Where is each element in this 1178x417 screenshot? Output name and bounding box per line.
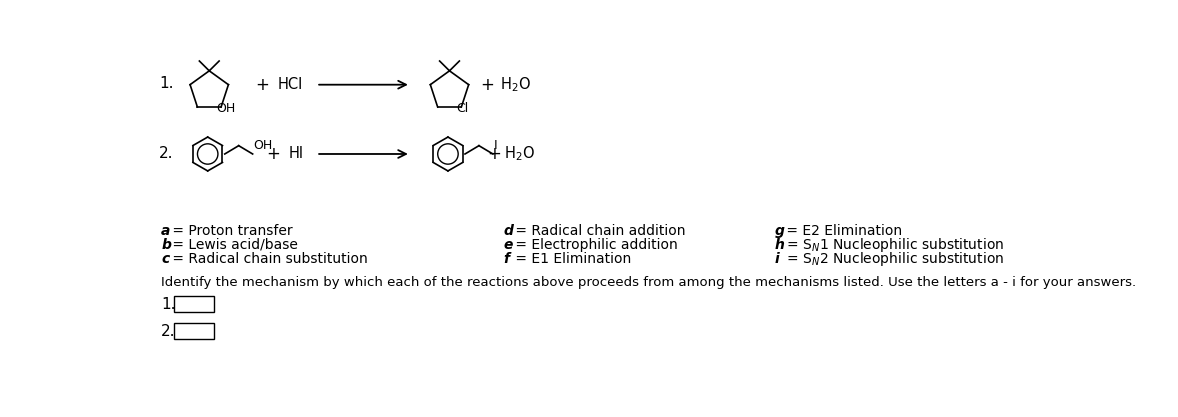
Text: = Lewis acid/base: = Lewis acid/base	[168, 238, 298, 252]
Text: H$_2$O: H$_2$O	[504, 145, 535, 163]
Text: h: h	[775, 238, 785, 252]
Text: = Radical chain addition: = Radical chain addition	[511, 224, 686, 238]
Text: 1.: 1.	[159, 75, 173, 90]
Text: a: a	[161, 224, 171, 238]
Text: b: b	[161, 238, 171, 252]
Text: g: g	[775, 224, 785, 238]
Text: d: d	[504, 224, 514, 238]
Text: i: i	[775, 252, 780, 266]
Text: OH: OH	[217, 102, 236, 115]
Text: 1.: 1.	[161, 296, 176, 311]
Text: 2.: 2.	[161, 324, 176, 339]
Bar	[173, 296, 214, 312]
Text: = S$_{N}$2 Nucleophilic substitution: = S$_{N}$2 Nucleophilic substitution	[782, 250, 1004, 268]
Text: = E2 Elimination: = E2 Elimination	[782, 224, 902, 238]
Text: 2.: 2.	[159, 146, 173, 161]
Bar	[173, 324, 214, 339]
Text: Cl: Cl	[457, 102, 469, 115]
Text: = E1 Elimination: = E1 Elimination	[511, 252, 631, 266]
Text: Identify the mechanism by which each of the reactions above proceeds from among : Identify the mechanism by which each of …	[161, 276, 1137, 289]
Text: HI: HI	[289, 146, 304, 161]
Text: = Radical chain substitution: = Radical chain substitution	[168, 252, 368, 266]
Text: = Electrophilic addition: = Electrophilic addition	[511, 238, 677, 252]
Text: +: +	[254, 76, 269, 94]
Text: +: +	[266, 145, 279, 163]
Text: +: +	[479, 76, 494, 94]
Text: HCl: HCl	[278, 77, 303, 92]
Text: e: e	[504, 238, 514, 252]
Text: +: +	[488, 145, 502, 163]
Text: OH: OH	[253, 139, 272, 153]
Text: I: I	[494, 139, 497, 153]
Text: H$_2$O: H$_2$O	[499, 75, 531, 94]
Text: = Proton transfer: = Proton transfer	[168, 224, 293, 238]
Text: c: c	[161, 252, 170, 266]
Text: = S$_{N}$1 Nucleophilic substitution: = S$_{N}$1 Nucleophilic substitution	[782, 236, 1004, 254]
Text: f: f	[504, 252, 510, 266]
